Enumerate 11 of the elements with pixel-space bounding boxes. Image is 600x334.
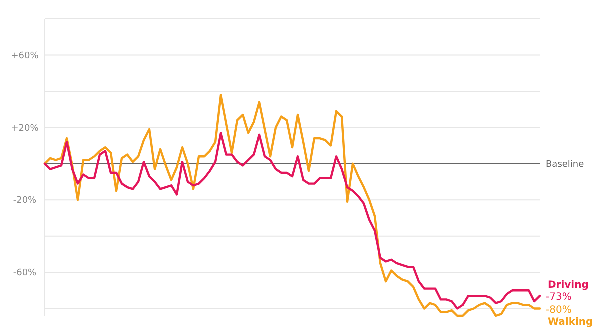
y-tick-label: +60% bbox=[11, 51, 40, 62]
line-series bbox=[44, 132, 542, 310]
ref-line-label: Baseline bbox=[546, 160, 585, 170]
data-label: -73% bbox=[546, 292, 572, 304]
data-label: -80% bbox=[546, 304, 572, 316]
series-label: Driving bbox=[548, 280, 589, 292]
series-label: Walking bbox=[548, 316, 594, 328]
y-tick-label: -60% bbox=[13, 268, 38, 279]
line-series bbox=[44, 94, 542, 318]
y-tick-label: +20% bbox=[11, 124, 40, 134]
y-tick-label: -20% bbox=[13, 196, 38, 206]
